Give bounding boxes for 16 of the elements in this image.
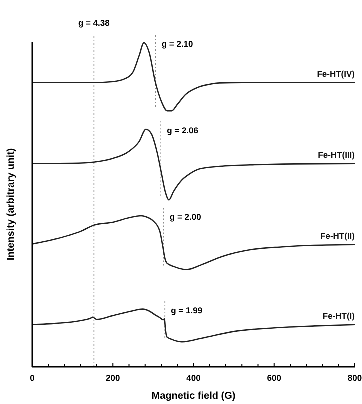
series-label: Fe-HT(III) — [318, 150, 356, 160]
text: g = 4.38 — [78, 18, 110, 28]
x-tick-label: 600 — [267, 373, 282, 383]
x-axis-title: Magnetic field (G) — [152, 391, 236, 402]
x-tick-label: 200 — [106, 373, 120, 383]
x-tick-label: 400 — [186, 373, 202, 383]
annotation: g = 2.06 — [167, 126, 199, 136]
annotation: g = 1.99 — [171, 305, 203, 316]
x-tick-label: 0 — [30, 373, 36, 383]
series-label: Fe-HT(I) — [322, 310, 356, 321]
y-axis-title: Intensity (arbitrary unit) — [6, 148, 17, 261]
annotation: g = 2.00 — [170, 212, 202, 222]
series-label: Fe-HT(IV) — [317, 68, 356, 79]
x-tick-label: 800 — [348, 373, 362, 383]
series-label: Fe-HT(II) — [320, 230, 356, 241]
annotation: g = 2.10 — [162, 39, 194, 49]
